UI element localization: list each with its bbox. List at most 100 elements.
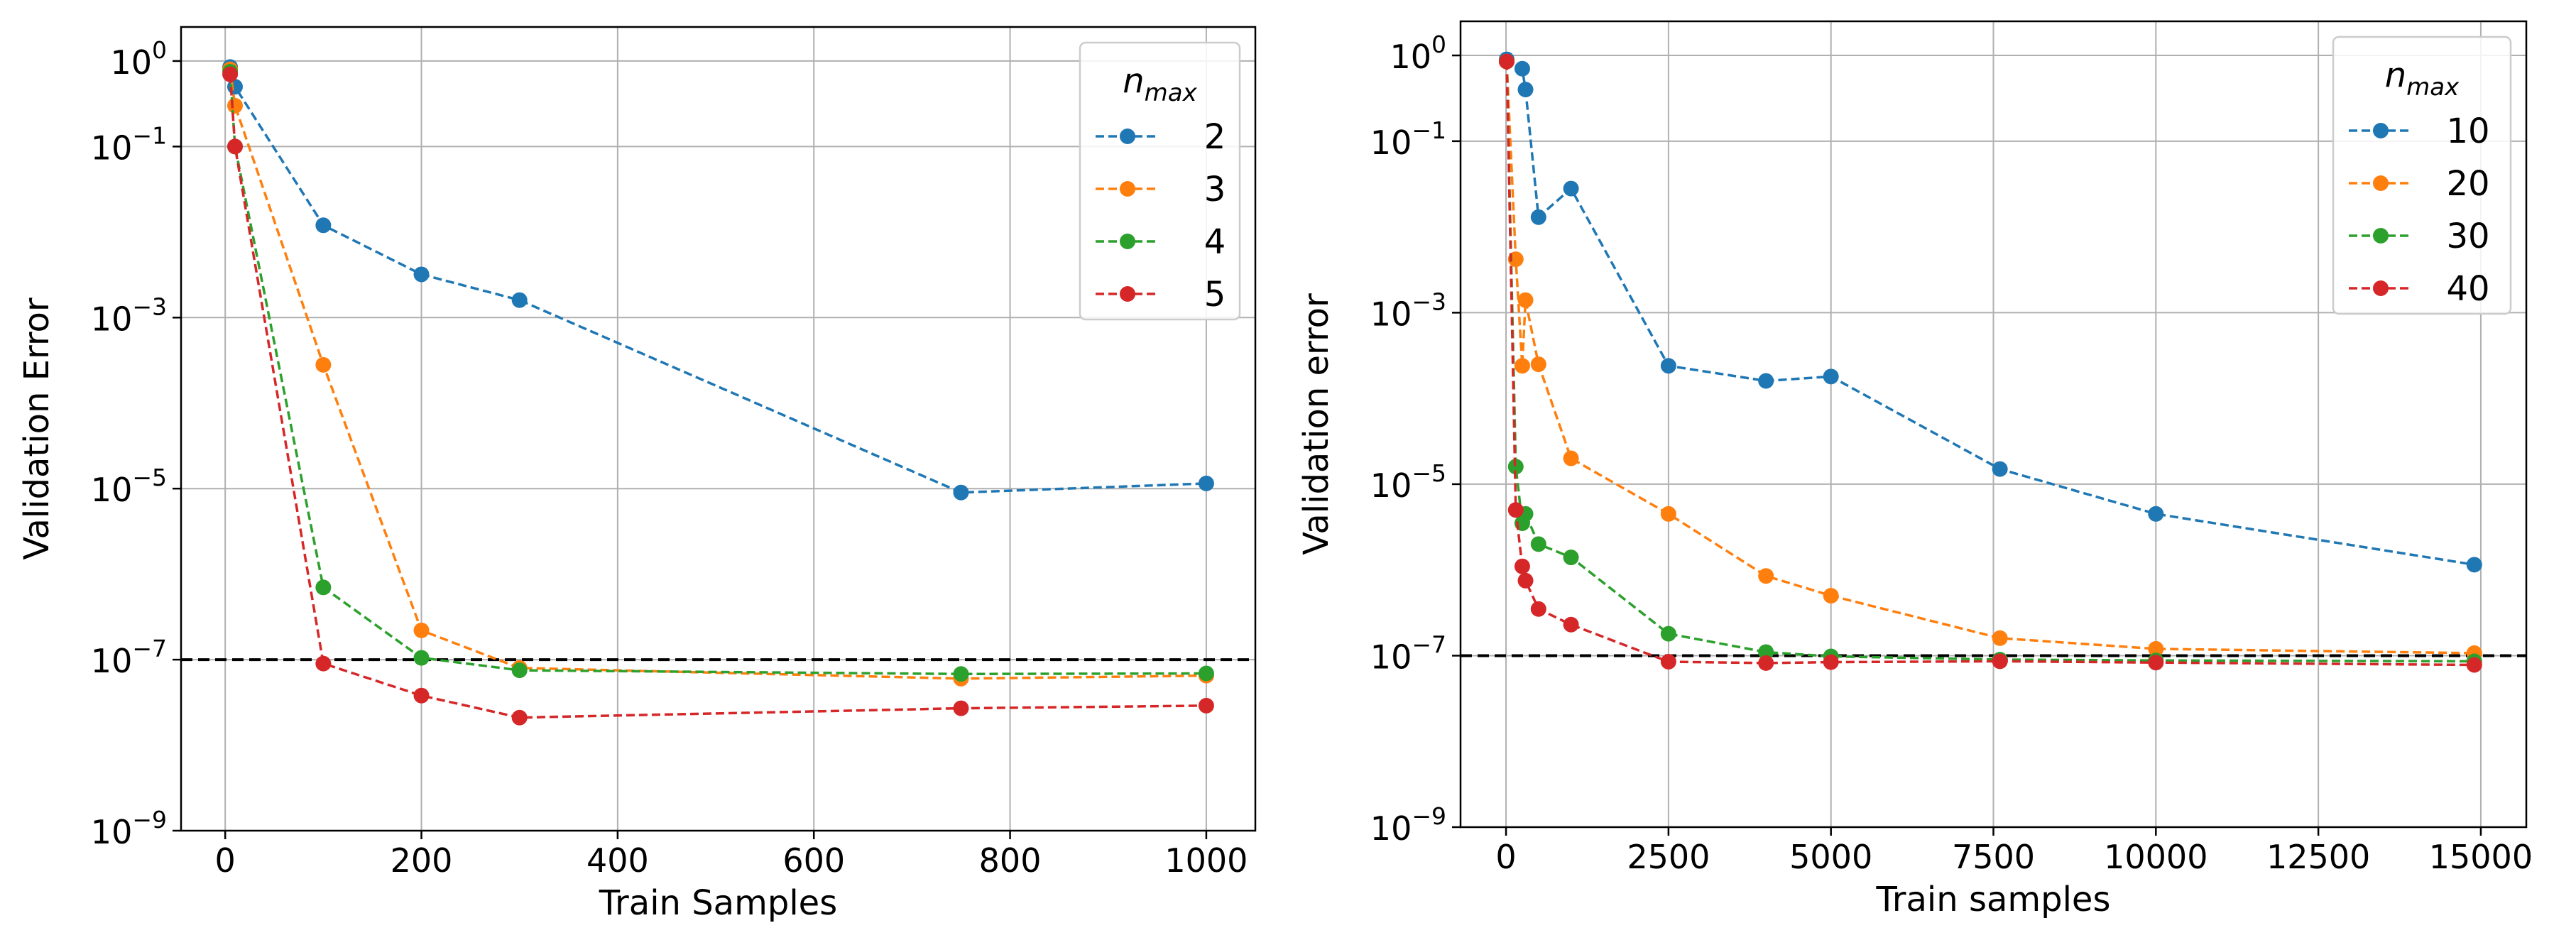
legend-label: 30 [2446, 217, 2489, 256]
data-point [2148, 506, 2164, 522]
x-tick-label: 12500 [2266, 838, 2370, 876]
data-point [1563, 450, 1579, 466]
data-point [222, 66, 239, 82]
legend-item: 3 [1096, 170, 1226, 209]
series-40 [1498, 53, 2482, 673]
data-point [1517, 572, 1534, 589]
legend-item: 30 [2349, 217, 2490, 256]
data-point [1514, 60, 1530, 77]
data-point [1660, 653, 1676, 670]
data-point [2148, 640, 2164, 657]
legend-marker [1120, 181, 1135, 197]
axes-frame [180, 26, 1257, 832]
data-point [1758, 644, 1774, 660]
legend-item: 20 [2349, 164, 2490, 204]
y-tick-label: 10−5 [1370, 459, 1446, 505]
data-point [953, 666, 969, 682]
data-point [1758, 568, 1774, 584]
x-tick-label: 0 [215, 841, 236, 880]
data-point [511, 662, 528, 679]
x-tick-label: 7500 [1952, 838, 2035, 876]
legend-item: 40 [2349, 269, 2490, 309]
data-point [2466, 557, 2482, 573]
y-tick-label: 10−1 [1370, 116, 1446, 162]
legend-title: nmax [1123, 61, 1197, 107]
left-chart: 0 200 400 600 800 1000 10−9 10−7 10−5 10−3 10−1 100… [17, 26, 1257, 923]
data-point [413, 650, 430, 666]
x-tick-label: 600 [782, 841, 845, 880]
data-point [1758, 655, 1774, 671]
data-point [511, 292, 528, 308]
y-axis-label: Validation Error [17, 297, 57, 560]
legend-label: 40 [2446, 269, 2489, 309]
data-point [1660, 506, 1676, 522]
data-point [1507, 502, 1524, 518]
legend: nmax 10 20 30 40 [2332, 35, 2512, 315]
x-axis-label: Train samples [1876, 880, 2111, 919]
legend-label: 4 [1204, 222, 1226, 262]
data-point [315, 579, 332, 596]
data-point [1660, 626, 1676, 642]
data-point [315, 217, 332, 234]
data-point [1198, 665, 1214, 682]
data-point [1530, 536, 1546, 552]
legend-marker [1120, 129, 1135, 144]
data-point [315, 356, 332, 373]
data-point [1198, 697, 1214, 714]
data-point [953, 700, 969, 716]
x-tick-label: 800 [979, 841, 1042, 880]
y-tick-label: 100 [1390, 31, 1446, 76]
x-tick-label: 5000 [1789, 838, 1872, 876]
x-axis-label: Train Samples [599, 883, 837, 923]
data-point [413, 687, 430, 704]
data-point [2148, 655, 2164, 671]
x-tick-label: 0 [1495, 838, 1516, 876]
legend-marker [2373, 175, 2389, 191]
series-5 [222, 66, 1214, 726]
data-point [1498, 53, 1515, 70]
x-tick-label: 15000 [2429, 838, 2533, 876]
data-point [1198, 475, 1214, 491]
data-point [2466, 657, 2482, 673]
legend-box [1079, 41, 1241, 321]
data-point [1992, 653, 2008, 670]
legend-title: nmax [2385, 55, 2460, 102]
data-point [1823, 368, 1839, 385]
y-tick-label: 10−3 [91, 293, 167, 338]
legend-item: 4 [1096, 222, 1226, 262]
data-point [511, 709, 528, 726]
data-point [1992, 630, 2008, 646]
data-point [1517, 292, 1534, 308]
data-point [1530, 209, 1546, 225]
y-tick-label: 10−7 [91, 635, 167, 680]
data-point [1992, 461, 2008, 477]
x-tick-label: 2500 [1627, 838, 1710, 876]
legend-marker [2373, 280, 2389, 296]
legend-label: 10 [2446, 111, 2489, 151]
y-axis-label: Validation error [1297, 293, 1336, 555]
data-point [1563, 180, 1579, 197]
data-point [1517, 82, 1534, 98]
data-point [413, 622, 430, 638]
data-point [1514, 558, 1530, 574]
axes-frame [1459, 20, 2528, 829]
data-point [1530, 601, 1546, 617]
data-point [1660, 358, 1676, 374]
y-tick-label: 10−1 [91, 121, 167, 167]
legend-item: 5 [1096, 275, 1226, 315]
data-point [227, 97, 243, 114]
data-point [315, 655, 332, 672]
x-tick-label: 400 [586, 841, 649, 880]
legend-label: 20 [2446, 164, 2489, 204]
data-point [1514, 358, 1530, 374]
legend-marker [1120, 234, 1135, 249]
legend-marker [2373, 228, 2389, 244]
data-point [413, 266, 430, 283]
x-tick-label: 200 [391, 841, 453, 880]
y-tick-label: 10−9 [91, 806, 167, 851]
x-tick-label: 10000 [2104, 838, 2207, 876]
data-point [227, 138, 243, 155]
data-point [1563, 550, 1579, 566]
legend-label: 5 [1204, 275, 1226, 315]
